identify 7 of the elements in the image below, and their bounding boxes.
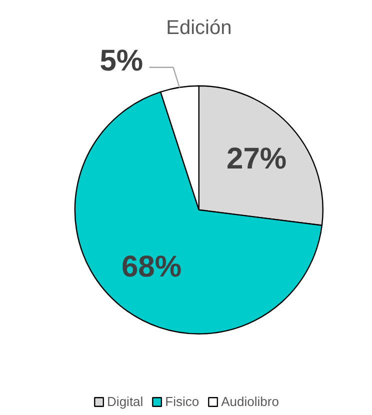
legend-label: Audiolibro — [221, 394, 279, 409]
data-label: 27% — [226, 142, 287, 176]
data-label: 5% — [100, 44, 144, 78]
chart-title: Edición — [166, 16, 232, 39]
data-label: 68% — [121, 250, 182, 284]
legend-label: Digital — [107, 394, 144, 409]
legend-label: Fisico — [165, 394, 200, 409]
